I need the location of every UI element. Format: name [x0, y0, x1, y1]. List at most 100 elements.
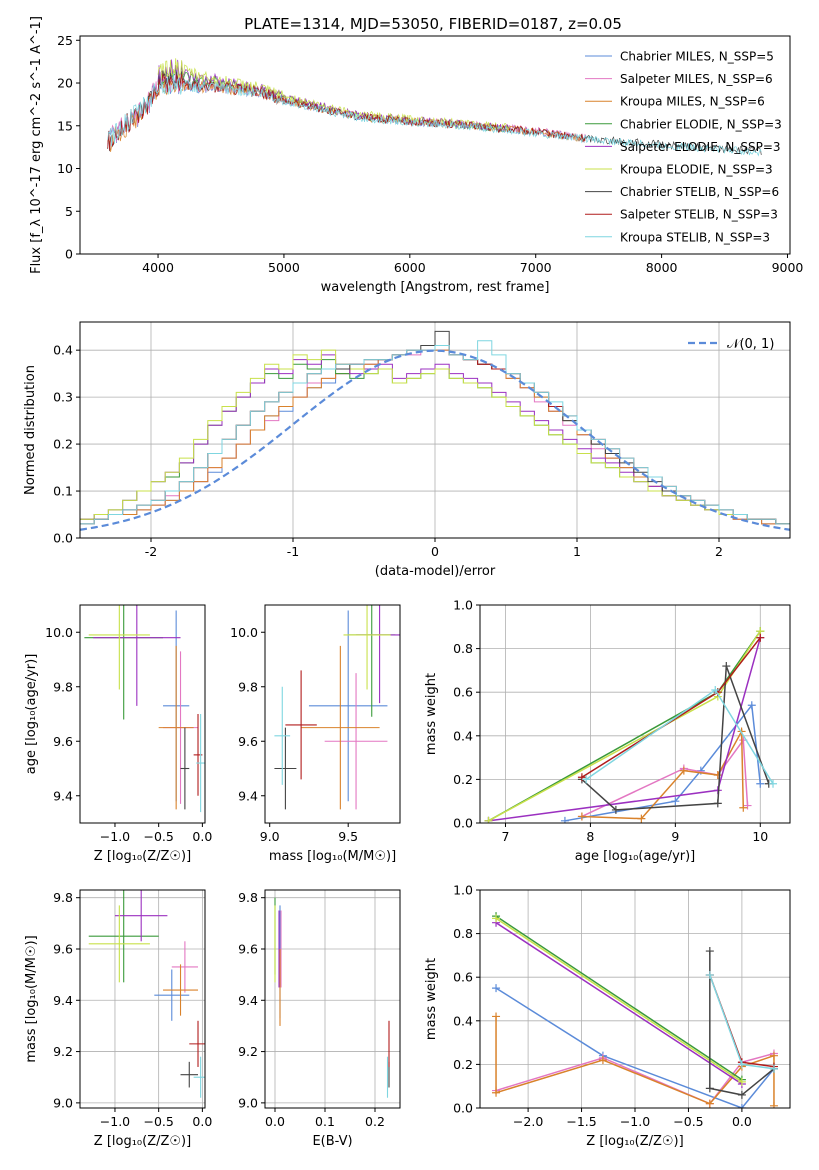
- y-tick-label: 0.0: [453, 1101, 473, 1116]
- y-tick-label: 0.1: [53, 484, 73, 499]
- axes-frame: [264, 604, 401, 824]
- y-tick-label: 9.4: [53, 788, 73, 803]
- y-tick-label: 9.2: [53, 1044, 73, 1059]
- x-tick-label: −0.5: [143, 1114, 173, 1129]
- legend-label-normal: 𝒩(0, 1): [727, 337, 774, 352]
- y-tick-label: 9.8: [53, 679, 73, 694]
- legend-label: Salpeter ELODIE, N_SSP=3: [620, 140, 781, 154]
- y-tick-label: 9.8: [238, 890, 258, 905]
- weight-marker: [492, 1088, 501, 1097]
- axes-frame: [264, 889, 401, 1109]
- plot-area: [492, 912, 778, 1108]
- histogram-salpeter_elodie: [80, 354, 790, 525]
- y-tick-label: 0.6: [453, 970, 473, 985]
- plot-area: [484, 627, 778, 823]
- panel-age_vs_Z: −1.0 −0.5 0.0 9.4 9.6 9.8 10.0 Z [log₁₀(Z/Z☉)] a…: [24, 604, 212, 864]
- x-tick-label: 0.2: [365, 1114, 385, 1129]
- y-tick-label: 0.0: [53, 531, 73, 546]
- weight-marker: [637, 814, 646, 823]
- x-tick-label: 4000: [142, 260, 174, 275]
- x-tick-label: 0: [431, 544, 439, 559]
- y-tick-label: 9.8: [238, 679, 258, 694]
- x-tick-label: -1: [287, 544, 299, 559]
- weight-marker: [747, 701, 756, 710]
- weight-line-chabrier_miles: [495, 987, 775, 1108]
- weight-marker: [769, 1101, 778, 1108]
- y-tick-label: 0.2: [453, 772, 473, 787]
- weight-line-chabrier_elodie: [495, 915, 743, 1081]
- x-tick-label: 9.0: [260, 829, 280, 844]
- x-tick-label: −0.5: [143, 829, 173, 844]
- y-tick-label: 9.4: [238, 993, 258, 1008]
- weight-line-kroupa_elodie: [495, 917, 743, 1083]
- weight-marker: [492, 1012, 501, 1021]
- y-tick-label: 0.0: [453, 816, 473, 831]
- weight-marker: [582, 775, 591, 784]
- y-axis-label: mass [log₁₀(M/M☉)]: [24, 935, 39, 1062]
- y-tick-label: 0.2: [53, 437, 73, 452]
- weight-marker: [713, 771, 722, 780]
- x-tick-label: −0.5: [673, 1114, 703, 1129]
- x-tick-label: 10: [752, 829, 768, 844]
- y-tick-label: 20: [57, 76, 73, 91]
- weight-line-salpeter_elodie: [495, 922, 743, 1085]
- weight-marker: [769, 779, 778, 788]
- legend-label: Chabrier STELIB, N_SSP=6: [620, 185, 779, 199]
- y-tick-label: 10.0: [45, 625, 73, 640]
- legend-label: Chabrier ELODIE, N_SSP=3: [620, 117, 782, 131]
- spectrum-chabrier_miles: [107, 74, 586, 147]
- x-tick-label: −1.0: [100, 1114, 130, 1129]
- y-tick-label: 0.4: [453, 728, 473, 743]
- y-tick-label: 0.8: [453, 926, 473, 941]
- y-axis-label: Flux [f_λ 10^-17 erg cm^-2 s^-1 A^-1]: [29, 16, 44, 274]
- x-axis-label: Z [log₁₀(Z/Z☉)]: [586, 1134, 683, 1149]
- legend-label: Kroupa STELIB, N_SSP=3: [620, 230, 770, 244]
- weight-marker: [739, 803, 748, 812]
- weight-marker: [743, 801, 752, 810]
- x-tick-label: 0.0: [192, 829, 212, 844]
- weight-line-chabrier_elodie: [488, 630, 761, 822]
- x-axis-label: age [log₁₀(age/yr)]: [575, 849, 696, 864]
- axes-frame: [79, 889, 206, 1109]
- y-tick-label: 5: [65, 204, 73, 219]
- weight-marker: [713, 799, 722, 808]
- panel-age_vs_mass: 9.0 9.5 9.4 9.6 9.8 10.0 mass [log₁₀(M/M☉)]: [230, 604, 401, 864]
- weight-marker: [737, 1104, 746, 1108]
- y-tick-label: 9.8: [53, 890, 73, 905]
- y-tick-label: 9.4: [238, 788, 258, 803]
- plot-area: [80, 330, 790, 531]
- x-tick-label: 7: [502, 829, 510, 844]
- x-tick-label: 0.0: [732, 1114, 752, 1129]
- panel-spectrum: 4000 5000 6000 7000 8000 9000 0 5 10 15 20 25 wavele…: [29, 16, 803, 295]
- weight-marker: [769, 1051, 778, 1060]
- x-axis-label: Z [log₁₀(Z/Z☉)]: [94, 1134, 191, 1149]
- weight-marker: [492, 914, 501, 923]
- weight-marker: [705, 947, 714, 956]
- y-tick-label: 0.4: [53, 343, 73, 358]
- x-tick-label: 7000: [520, 260, 552, 275]
- panel-residuals: -2 -1 0 1 2 0.0 0.1 0.2 0.3 0.4 (data-model)/error…: [23, 321, 791, 579]
- x-tick-label: −1.0: [100, 829, 130, 844]
- y-tick-label: 15: [57, 118, 73, 133]
- plot-area: [274, 605, 400, 810]
- y-tick-label: 1.0: [453, 598, 473, 613]
- x-tick-label: 0.0: [265, 1114, 285, 1129]
- panel-weight_vs_Z: −2.0 −1.5 −1.0 −0.5 0.0 0.0 0.2 0.4 0.6 0.8 1.0 Z […: [424, 883, 791, 1149]
- weight-marker: [679, 766, 688, 775]
- plot-area: [84, 605, 205, 813]
- plot-area: [107, 58, 762, 157]
- weight-line-kroupa_miles: [581, 728, 745, 820]
- x-axis-label: Z [log₁₀(Z/Z☉)]: [94, 849, 191, 864]
- x-tick-label: 0.1: [315, 1114, 335, 1129]
- weight-marker: [737, 1077, 746, 1086]
- legend-label: Salpeter STELIB, N_SSP=3: [620, 208, 778, 222]
- x-tick-label: 9.5: [338, 829, 358, 844]
- y-tick-label: 0.4: [453, 1013, 473, 1028]
- y-tick-label: 9.4: [53, 993, 73, 1008]
- x-tick-label: −2.0: [513, 1114, 543, 1129]
- weight-marker: [769, 1064, 778, 1073]
- y-axis-label: mass weight: [424, 673, 439, 755]
- y-tick-label: 9.6: [53, 734, 73, 749]
- x-tick-label: 0.0: [192, 1114, 212, 1129]
